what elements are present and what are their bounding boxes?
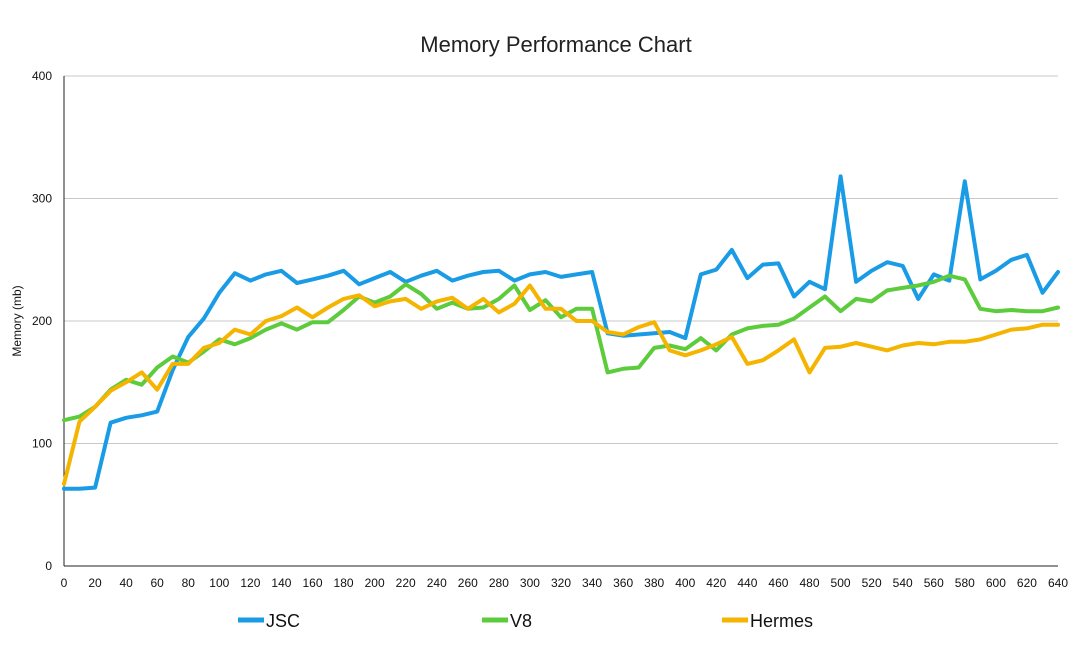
x-tick-label: 540 [893,576,913,590]
legend-item-jsc: JSC [238,611,300,631]
x-tick-label: 240 [427,576,447,590]
x-tick-label: 480 [799,576,819,590]
legend-item-v8: V8 [482,611,532,631]
x-tick-label: 360 [613,576,633,590]
x-tick-label: 500 [831,576,851,590]
y-tick-label: 300 [32,192,52,206]
series-line-v8 [62,273,1060,423]
legend: JSC V8 Hermes [238,611,813,631]
y-axis-label: Memory (mb) [10,285,24,356]
x-tick-label: 280 [489,576,509,590]
x-tick-label: 520 [862,576,882,590]
x-tick-label: 420 [706,576,726,590]
x-tick-label: 600 [986,576,1006,590]
x-tick-label: 560 [924,576,944,590]
x-tick-label: 340 [582,576,602,590]
grid-lines [64,75,1058,444]
x-tick-label: 100 [209,576,229,590]
x-tick-label: 440 [737,576,757,590]
legend-label: V8 [510,611,532,631]
x-tick-label: 580 [955,576,975,590]
x-tick-label: 40 [119,576,133,590]
x-tick-label: 400 [675,576,695,590]
x-tick-label: 260 [458,576,478,590]
x-tick-label: 0 [61,576,68,590]
series-lines [62,174,1060,491]
x-tick-label: 220 [396,576,416,590]
x-tick-label: 620 [1017,576,1037,590]
series-line-jsc [62,174,1060,491]
y-tick-label: 200 [32,314,52,328]
y-axis-ticks: 0 100 200 300 400 [32,69,52,573]
x-tick-label: 160 [302,576,322,590]
x-tick-label: 300 [520,576,540,590]
chart-title: Memory Performance Chart [420,32,691,57]
x-tick-label: 60 [151,576,165,590]
x-tick-label: 640 [1048,576,1068,590]
x-tick-label: 460 [768,576,788,590]
x-tick-label: 200 [365,576,385,590]
x-tick-label: 180 [334,576,354,590]
legend-label: Hermes [750,611,813,631]
x-tick-label: 80 [182,576,196,590]
x-tick-label: 140 [271,576,291,590]
y-tick-label: 100 [32,437,52,451]
y-tick-label: 400 [32,69,52,83]
x-tick-label: 380 [644,576,664,590]
x-tick-label: 320 [551,576,571,590]
x-tick-label: 120 [240,576,260,590]
x-tick-label: 20 [88,576,102,590]
legend-item-hermes: Hermes [722,611,813,631]
y-tick-label: 0 [45,559,52,573]
x-axis-ticks: 0 20 40 60 80 100 120 140 160 180 200 220 240 260 280 3… [61,576,1069,590]
legend-label: JSC [266,611,300,631]
series-line-hermes [62,283,1060,486]
